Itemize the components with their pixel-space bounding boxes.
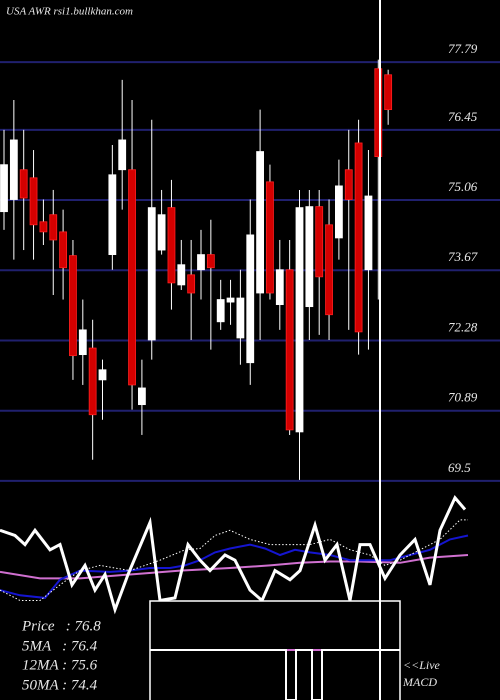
y-tick-label: 75.06 — [448, 179, 478, 194]
candle-body — [187, 274, 196, 294]
candle-body — [157, 214, 166, 251]
candle-body — [9, 139, 18, 200]
candle-body — [334, 185, 343, 239]
candle-body — [236, 297, 245, 339]
candle-body — [49, 214, 58, 241]
candle-body — [206, 254, 215, 269]
y-tick-label: 69.5 — [448, 460, 471, 475]
info-label: Price : 76.8 — [21, 618, 101, 634]
candle-body — [374, 68, 383, 157]
annotation: <<Live — [403, 658, 441, 672]
candle-body — [216, 299, 225, 323]
candle-body — [88, 347, 97, 416]
indicator-line — [0, 554, 469, 580]
chart-title: USA AWR rsi1.bullkhan.com — [6, 6, 133, 18]
candle-body — [285, 269, 294, 431]
candle-body — [98, 369, 107, 381]
indicator-line — [0, 495, 467, 615]
y-tick-label: 76.45 — [448, 109, 478, 124]
candle-body — [197, 254, 205, 271]
y-tick-label: 72.28 — [448, 319, 478, 334]
candle-body — [118, 139, 127, 171]
y-tick-label: 70.89 — [448, 390, 478, 405]
candle-body — [226, 297, 235, 303]
indicator-line — [0, 534, 469, 599]
candle-body — [108, 174, 117, 255]
info-label: 5MA : 76.4 — [22, 638, 98, 654]
candle-body — [266, 181, 274, 294]
candle-body — [344, 169, 353, 200]
info-label: 12MA : 75.6 — [22, 657, 98, 673]
candle-body — [19, 169, 28, 199]
candle-body — [315, 206, 324, 278]
candle-body — [246, 234, 255, 364]
macd-line — [150, 649, 400, 700]
candle-body — [167, 207, 176, 284]
candle-body — [39, 221, 48, 233]
candle-body — [295, 207, 304, 433]
candle-body — [325, 224, 333, 316]
candle-body — [0, 164, 8, 213]
candle-body — [147, 207, 156, 341]
candle-body — [354, 142, 363, 333]
candle-body — [78, 329, 87, 356]
candle-body — [364, 195, 373, 271]
candle-body — [137, 387, 146, 406]
y-tick-label: 77.79 — [448, 41, 478, 56]
candle-body — [69, 255, 77, 357]
y-tick-label: 73.67 — [448, 249, 478, 264]
candle-body — [275, 269, 284, 306]
candle-body — [29, 177, 38, 226]
info-label: 50MA : 74.4 — [22, 677, 98, 693]
candle-body — [177, 264, 186, 286]
candle-body — [305, 206, 314, 308]
candle-body — [59, 231, 67, 269]
candle-body — [256, 151, 265, 294]
annotation: MACD — [402, 675, 437, 689]
candle-body — [128, 169, 136, 386]
candle-body — [384, 74, 393, 111]
